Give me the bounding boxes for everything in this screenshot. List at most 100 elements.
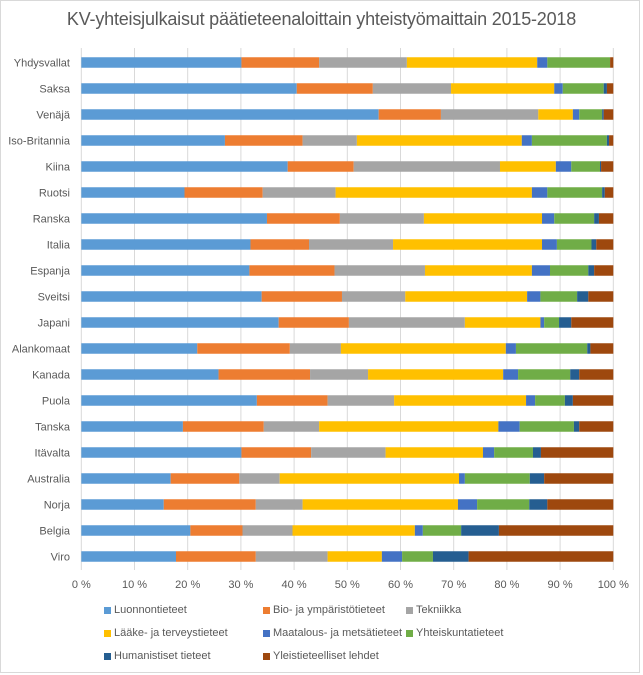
bar-segment — [341, 291, 406, 302]
bar-segment — [498, 421, 520, 432]
bar-segment — [81, 447, 242, 458]
x-tick-label: 70 % — [441, 579, 466, 591]
bar-segment — [503, 369, 519, 380]
x-tick-label: 80 % — [494, 579, 519, 591]
bar-segment — [601, 161, 614, 172]
bar-segment — [81, 317, 279, 328]
bar-segment — [499, 161, 556, 172]
bar-segment — [81, 265, 250, 276]
bar-segment — [571, 161, 600, 172]
bar-segment — [555, 161, 572, 172]
bar-segment — [547, 499, 614, 510]
bar-segment — [163, 499, 256, 510]
legend-swatch — [263, 652, 270, 660]
bar-segment — [532, 447, 541, 458]
x-tick-label: 10 % — [122, 579, 147, 591]
bar-segment — [542, 213, 555, 224]
legend-label: Bio- ja ympäristötieteet — [273, 604, 385, 616]
bar-segment — [393, 239, 543, 250]
bar-segment — [451, 83, 555, 94]
category-label: Venäjä — [36, 110, 71, 122]
bar-segment — [464, 317, 541, 328]
category-label: Puola — [42, 396, 71, 408]
legend-item: Humanistiset tieteet — [104, 650, 211, 662]
category-label: Ruotsi — [39, 188, 70, 200]
bar-segment — [81, 161, 288, 172]
category-label: Australia — [27, 474, 71, 486]
legend-item: Bio- ja ympäristötieteet — [263, 604, 385, 616]
bar-segment — [175, 551, 256, 562]
x-tick-label: 90 % — [548, 579, 573, 591]
bar-segment — [554, 83, 563, 94]
bar-segment — [531, 187, 548, 198]
category-label: Espanja — [30, 266, 71, 278]
bar-segment — [335, 187, 532, 198]
bar-segment — [255, 499, 303, 510]
bar-segment — [559, 317, 572, 328]
bar-segment — [564, 395, 573, 406]
bar-segment — [311, 447, 386, 458]
bar-segment — [339, 213, 424, 224]
bar-segment — [535, 395, 565, 406]
bar-segment — [468, 551, 614, 562]
legend-item: Lääke- ja terveystieteet — [104, 627, 228, 639]
category-label: Iso-Britannia — [8, 136, 71, 148]
bars — [81, 57, 614, 562]
category-label: Italia — [47, 240, 71, 252]
bar-segment — [596, 239, 614, 250]
bar-segment — [572, 395, 614, 406]
x-tick-label: 100 % — [598, 579, 629, 591]
bar-segment — [81, 525, 191, 536]
legend-label: Maatalous- ja metsätieteet — [273, 627, 403, 639]
bar-segment — [292, 525, 415, 536]
bar-segment — [279, 473, 460, 484]
bar-segment — [542, 239, 557, 250]
bar-segment — [81, 57, 242, 68]
bar-segment — [266, 213, 340, 224]
bar-segment — [262, 187, 336, 198]
bar-segment — [424, 265, 532, 276]
bar-segment — [296, 83, 373, 94]
bar-segment — [498, 525, 614, 536]
category-label: Kanada — [32, 370, 71, 382]
bar-segment — [588, 291, 614, 302]
bar-segment — [423, 213, 543, 224]
bar-segment — [602, 187, 605, 198]
x-tick-label: 50 % — [335, 579, 360, 591]
bar-segment — [394, 395, 527, 406]
bar-segment — [81, 213, 267, 224]
legend-swatch — [104, 629, 111, 637]
legend-label: Humanistiset tieteet — [114, 650, 211, 662]
bar-segment — [319, 421, 499, 432]
bar-segment — [218, 369, 311, 380]
bar-segment — [594, 213, 599, 224]
bar-segment — [609, 135, 614, 146]
bar-segment — [368, 369, 504, 380]
bar-segment — [591, 239, 597, 250]
category-label: Sveitsi — [38, 292, 70, 304]
bar-segment — [190, 525, 243, 536]
bar-segment — [414, 525, 423, 536]
bar-segment — [81, 369, 219, 380]
x-tick-label: 40 % — [282, 579, 307, 591]
x-tick-label: 30 % — [228, 579, 253, 591]
legend-item: Tekniikka — [406, 604, 461, 616]
x-tick-labels: 0 % 10 % 20 % 30 % 40 % 50 % 60 % 70 % 80 % 90 % 1… — [72, 579, 629, 591]
bar-segment — [515, 343, 588, 354]
bar-segment — [521, 135, 532, 146]
legend-swatch — [104, 606, 111, 614]
bar-segment — [81, 83, 297, 94]
bar-segment — [263, 421, 320, 432]
bar-segment — [308, 239, 394, 250]
category-label: Kiina — [46, 162, 71, 174]
bar-segment — [519, 421, 574, 432]
bar-segment — [182, 421, 264, 432]
bar-segment — [461, 525, 499, 536]
bar-segment — [459, 473, 465, 484]
bar-segment — [81, 473, 171, 484]
legend-swatch — [263, 629, 270, 637]
bar-segment — [224, 135, 303, 146]
bar-segment — [590, 343, 614, 354]
bar-segment — [287, 161, 354, 172]
bar-segment — [310, 369, 369, 380]
